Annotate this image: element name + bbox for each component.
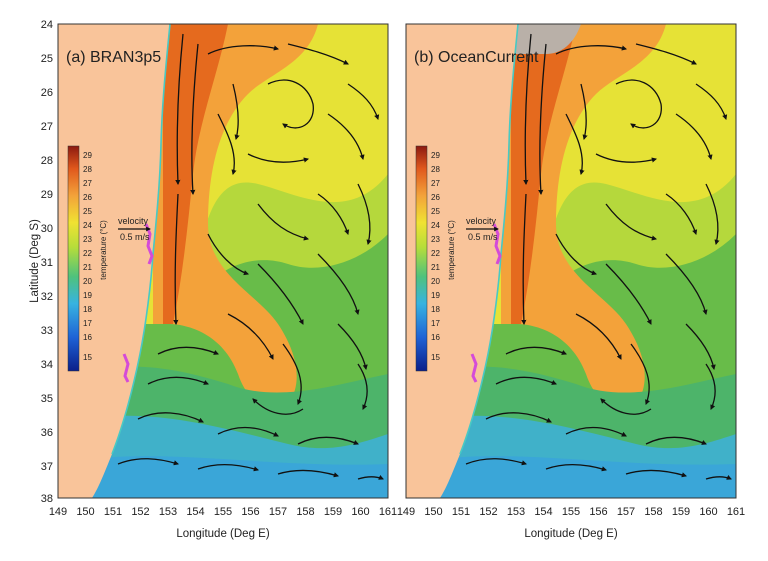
colorbar-tick: 29 xyxy=(431,151,440,160)
colorbar-tick: 27 xyxy=(431,179,440,188)
x-tick: 159 xyxy=(672,506,690,518)
y-tick: 27 xyxy=(41,121,53,133)
colorbar-tick: 16 xyxy=(83,333,92,342)
x-tick: 154 xyxy=(186,506,204,518)
colorbar-tick: 25 xyxy=(431,207,440,216)
x-tick: 150 xyxy=(76,506,94,518)
x-axis-title-panel-a: Longitude (Deg E) xyxy=(176,528,270,540)
x-tick: 152 xyxy=(479,506,497,518)
y-tick: 32 xyxy=(41,291,53,303)
x-tick: 160 xyxy=(351,506,369,518)
colorbar-tick: 19 xyxy=(431,291,440,300)
x-tick: 153 xyxy=(159,506,177,518)
colorbar-tick: 17 xyxy=(83,319,92,328)
panel-a-frame xyxy=(57,23,389,499)
x-tick: 159 xyxy=(324,506,342,518)
y-tick: 34 xyxy=(41,359,53,371)
y-tick: 24 xyxy=(41,19,53,31)
colorbar-tick: 20 xyxy=(83,277,92,286)
y-tick: 38 xyxy=(41,493,53,505)
x-tick: 153 xyxy=(507,506,525,518)
x-tick: 151 xyxy=(104,506,122,518)
y-tick: 33 xyxy=(41,325,53,337)
x-tick: 149 xyxy=(397,506,415,518)
y-tick: 29 xyxy=(41,189,53,201)
x-tick: 150 xyxy=(424,506,442,518)
panel-a-colorbar xyxy=(67,145,80,372)
y-axis-title: Latitude (Deg S) xyxy=(29,219,41,303)
x-tick: 151 xyxy=(452,506,470,518)
x-tick: 157 xyxy=(269,506,287,518)
x-tick: 149 xyxy=(49,506,67,518)
colorbar-tick: 22 xyxy=(83,249,92,258)
y-tick: 25 xyxy=(41,53,53,65)
y-tick: 26 xyxy=(41,87,53,99)
panel-b-title: (b) OceanCurrent xyxy=(414,49,539,66)
colorbar-tick: 27 xyxy=(83,179,92,188)
colorbar-tick: 23 xyxy=(83,235,92,244)
panel-b-frame xyxy=(405,23,737,499)
colorbar-tick: 25 xyxy=(83,207,92,216)
colorbar-tick: 16 xyxy=(431,333,440,342)
colorbar-tick: 18 xyxy=(431,305,440,314)
panel-b-colorbar-ticks: 29 28 27 26 25 24 23 22 21 20 19 18 17 1… xyxy=(431,151,440,362)
colorbar-tick: 29 xyxy=(83,151,92,160)
y-tick: 28 xyxy=(41,155,53,167)
colorbar-tick: 26 xyxy=(83,193,92,202)
y-tick: 30 xyxy=(41,223,53,235)
colorbar-tick: 21 xyxy=(431,263,440,272)
x-tick: 155 xyxy=(214,506,232,518)
x-tick-labels-panel-b: 149 150 151 152 153 154 155 156 157 158 … xyxy=(397,506,745,518)
y-tick: 31 xyxy=(41,257,53,269)
panel-b-colorbar xyxy=(415,145,428,372)
panel-a-colorbar-ticks: 29 28 27 26 25 24 23 22 21 20 19 18 17 1… xyxy=(83,151,92,362)
colorbar-tick: 20 xyxy=(431,277,440,286)
panel-b-velocity-label: velocity xyxy=(466,216,497,226)
x-tick: 161 xyxy=(379,506,397,518)
colorbar-tick: 18 xyxy=(83,305,92,314)
x-tick-labels-panel-a: 149 150 151 152 153 154 155 156 157 158 … xyxy=(49,506,397,518)
panel-a-title: (a) BRAN3p5 xyxy=(66,49,161,66)
colorbar-tick: 23 xyxy=(431,235,440,244)
colorbar-tick: 17 xyxy=(431,319,440,328)
x-tick: 155 xyxy=(562,506,580,518)
x-tick: 158 xyxy=(296,506,314,518)
colorbar-tick: 28 xyxy=(431,165,440,174)
x-tick: 158 xyxy=(644,506,662,518)
colorbar-tick: 26 xyxy=(431,193,440,202)
panel-a-colorbar-title: temperature (°C) xyxy=(99,220,108,280)
colorbar-tick: 15 xyxy=(83,353,92,362)
panel-a-velocity-label: velocity xyxy=(118,216,149,226)
x-axis-title-panel-b: Longitude (Deg E) xyxy=(524,528,618,540)
panel-b-map xyxy=(406,24,736,498)
y-tick: 36 xyxy=(41,427,53,439)
panel-b-velocity-value: 0.5 m/s xyxy=(468,232,498,242)
x-tick: 161 xyxy=(727,506,745,518)
y-tick-labels: 24 25 26 27 28 29 30 31 32 33 34 35 36 3… xyxy=(41,19,53,505)
colorbar-tick: 22 xyxy=(431,249,440,258)
colorbar-tick: 24 xyxy=(431,221,440,230)
panel-a-velocity-value: 0.5 m/s xyxy=(120,232,150,242)
x-tick: 157 xyxy=(617,506,635,518)
x-tick: 156 xyxy=(589,506,607,518)
colorbar-tick: 21 xyxy=(83,263,92,272)
colorbar-tick: 19 xyxy=(83,291,92,300)
y-tick: 35 xyxy=(41,393,53,405)
y-tick: 37 xyxy=(41,461,53,473)
x-tick: 152 xyxy=(131,506,149,518)
colorbar-tick: 28 xyxy=(83,165,92,174)
x-tick: 154 xyxy=(534,506,552,518)
x-tick: 160 xyxy=(699,506,717,518)
x-tick: 156 xyxy=(241,506,259,518)
colorbar-tick: 24 xyxy=(83,221,92,230)
panel-b-colorbar-title: temperature (°C) xyxy=(447,220,456,280)
colorbar-tick: 15 xyxy=(431,353,440,362)
